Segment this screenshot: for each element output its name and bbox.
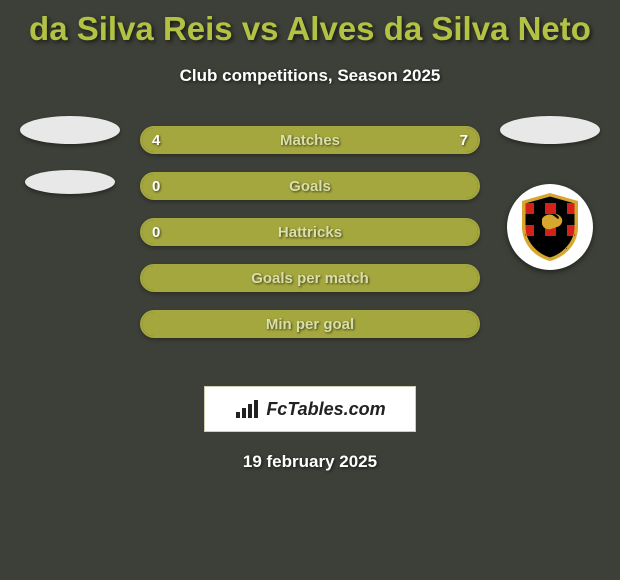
bar-val-left: 4 bbox=[152, 128, 160, 152]
club-badge-right bbox=[507, 184, 593, 270]
bar-min-per-goal: Min per goal bbox=[140, 310, 480, 338]
right-player-col bbox=[490, 116, 610, 270]
bar-fill bbox=[142, 220, 478, 244]
bar-hattricks: 0 Hattricks bbox=[140, 218, 480, 246]
bar-val-right: 7 bbox=[460, 128, 468, 152]
bar-fill bbox=[142, 174, 478, 198]
club-logo-placeholder-left bbox=[25, 170, 115, 194]
stat-bars: 4 Matches 7 0 Goals 0 Hattricks Goals pe… bbox=[140, 126, 480, 356]
bar-chart-icon bbox=[234, 398, 262, 420]
fctables-logo[interactable]: FcTables.com bbox=[204, 386, 416, 432]
bar-fill bbox=[142, 312, 478, 336]
shield-icon bbox=[518, 191, 582, 263]
comparison-title: da Silva Reis vs Alves da Silva Neto bbox=[0, 0, 620, 48]
bar-goals-per-match: Goals per match bbox=[140, 264, 480, 292]
bar-val-left: 0 bbox=[152, 174, 160, 198]
bar-fill bbox=[142, 266, 478, 290]
comparison-subtitle: Club competitions, Season 2025 bbox=[0, 66, 620, 86]
logo-text: FcTables.com bbox=[266, 399, 385, 420]
bar-val-left: 0 bbox=[152, 220, 160, 244]
bar-matches: 4 Matches 7 bbox=[140, 126, 480, 154]
comparison-body: 4 Matches 7 0 Goals 0 Hattricks Goals pe… bbox=[0, 116, 620, 376]
comparison-date: 19 february 2025 bbox=[0, 452, 620, 472]
player-photo-placeholder-right bbox=[500, 116, 600, 144]
player-photo-placeholder-left bbox=[20, 116, 120, 144]
bar-goals: 0 Goals bbox=[140, 172, 480, 200]
left-player-col bbox=[10, 116, 130, 220]
bar-fill-right bbox=[263, 128, 478, 152]
